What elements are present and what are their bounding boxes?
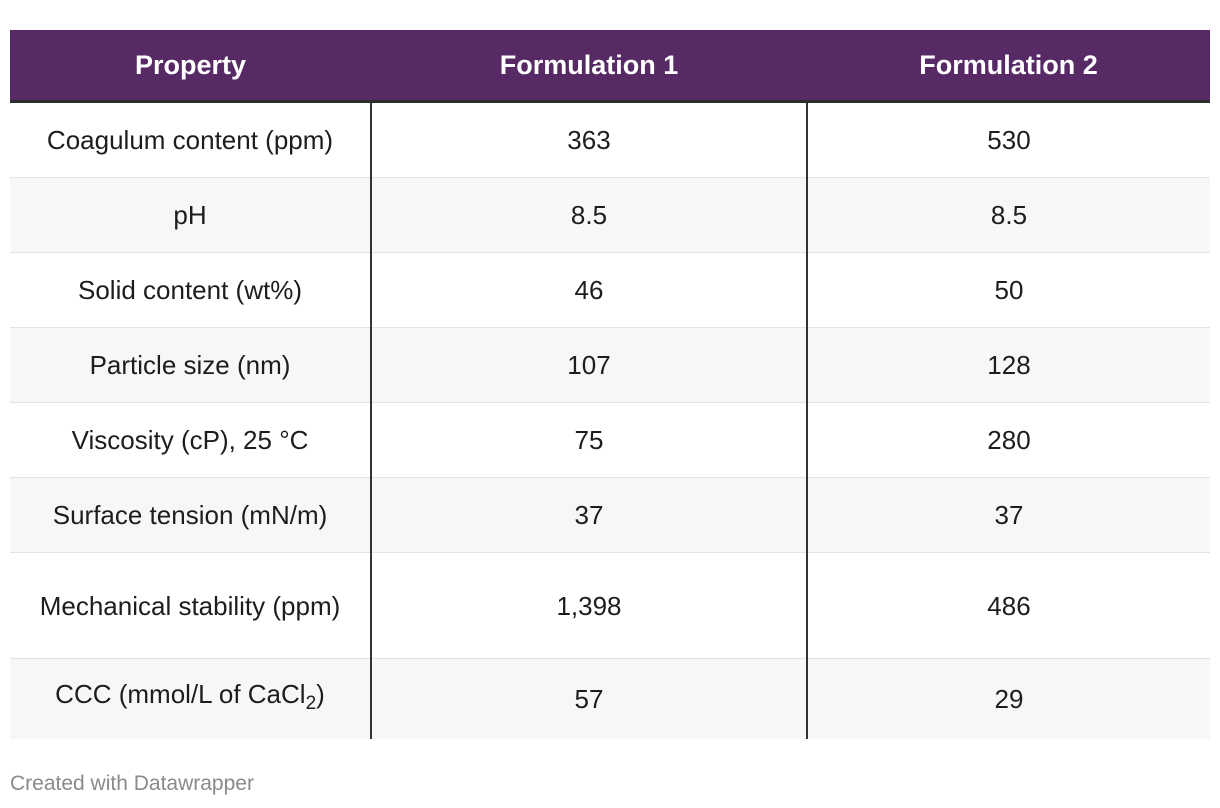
property-cell: Particle size (nm) bbox=[10, 327, 372, 403]
table-row: Coagulum content (ppm) 363 530 bbox=[10, 101, 1210, 178]
table-row: pH 8.5 8.5 bbox=[10, 177, 1210, 253]
data-table-container: Property Formulation 1 Formulation 2 Coa… bbox=[10, 30, 1210, 739]
formulation-2-cell: 8.5 bbox=[807, 177, 1210, 253]
table-body: Coagulum content (ppm) 363 530 pH 8.5 8.… bbox=[10, 101, 1210, 739]
table-row: Surface tension (mN/m) 37 37 bbox=[10, 477, 1210, 553]
formulation-1-cell: 75 bbox=[371, 402, 808, 478]
data-table: Property Formulation 1 Formulation 2 Coa… bbox=[10, 30, 1210, 739]
table-row: CCC (mmol/L of CaCl2) 57 29 bbox=[10, 658, 1210, 739]
formulation-1-cell: 1,398 bbox=[371, 552, 808, 659]
formulation-2-cell: 530 bbox=[807, 101, 1210, 178]
property-cell: Mechanical stability (ppm) bbox=[10, 552, 372, 659]
property-cell: Coagulum content (ppm) bbox=[10, 101, 372, 178]
subscript-text: 2 bbox=[305, 693, 317, 714]
property-cell: Solid content (wt%) bbox=[10, 252, 372, 328]
property-text: CCC (mmol/L of CaCl bbox=[55, 679, 306, 709]
table-row: Particle size (nm) 107 128 bbox=[10, 327, 1210, 403]
formulation-2-cell: 37 bbox=[807, 477, 1210, 553]
formulation-1-cell: 46 bbox=[371, 252, 808, 328]
table-row: Viscosity (cP), 25 °C 75 280 bbox=[10, 402, 1210, 478]
column-header-property: Property bbox=[10, 30, 371, 103]
formulation-1-cell: 37 bbox=[371, 477, 808, 553]
formulation-1-cell: 8.5 bbox=[371, 177, 808, 253]
property-cell: Viscosity (cP), 25 °C bbox=[10, 402, 372, 478]
formulation-1-cell: 363 bbox=[371, 101, 808, 178]
property-text-tail: ) bbox=[316, 679, 325, 709]
property-cell: pH bbox=[10, 177, 372, 253]
table-header: Property Formulation 1 Formulation 2 bbox=[10, 30, 1210, 103]
formulation-2-cell: 280 bbox=[807, 402, 1210, 478]
formulation-2-cell: 128 bbox=[807, 327, 1210, 403]
formulation-1-cell: 57 bbox=[371, 658, 808, 739]
formulation-2-cell: 29 bbox=[807, 658, 1210, 739]
formulation-2-cell: 486 bbox=[807, 552, 1210, 659]
table-row: Solid content (wt%) 46 50 bbox=[10, 252, 1210, 328]
table-row: Mechanical stability (ppm) 1,398 486 bbox=[10, 552, 1210, 659]
property-cell: Surface tension (mN/m) bbox=[10, 477, 372, 553]
datawrapper-credit: Created with Datawrapper bbox=[10, 772, 254, 795]
column-header-formulation-1: Formulation 1 bbox=[371, 30, 807, 103]
formulation-2-cell: 50 bbox=[807, 252, 1210, 328]
header-row: Property Formulation 1 Formulation 2 bbox=[10, 30, 1210, 103]
property-cell: CCC (mmol/L of CaCl2) bbox=[10, 658, 372, 739]
column-header-formulation-2: Formulation 2 bbox=[807, 30, 1210, 103]
formulation-1-cell: 107 bbox=[371, 327, 808, 403]
